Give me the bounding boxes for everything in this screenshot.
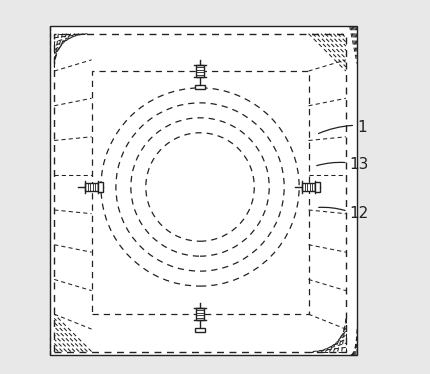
- Bar: [98, 182, 103, 192]
- Bar: [195, 328, 206, 332]
- Bar: [315, 182, 320, 192]
- Bar: [195, 85, 206, 89]
- Bar: [86, 183, 98, 191]
- Text: 13: 13: [350, 157, 369, 172]
- Bar: [302, 183, 315, 191]
- Bar: [54, 34, 346, 352]
- Bar: [92, 71, 308, 314]
- Bar: [50, 26, 357, 355]
- Text: 12: 12: [350, 206, 369, 221]
- Bar: [196, 65, 204, 77]
- Text: 1: 1: [357, 120, 367, 135]
- Bar: [196, 308, 204, 320]
